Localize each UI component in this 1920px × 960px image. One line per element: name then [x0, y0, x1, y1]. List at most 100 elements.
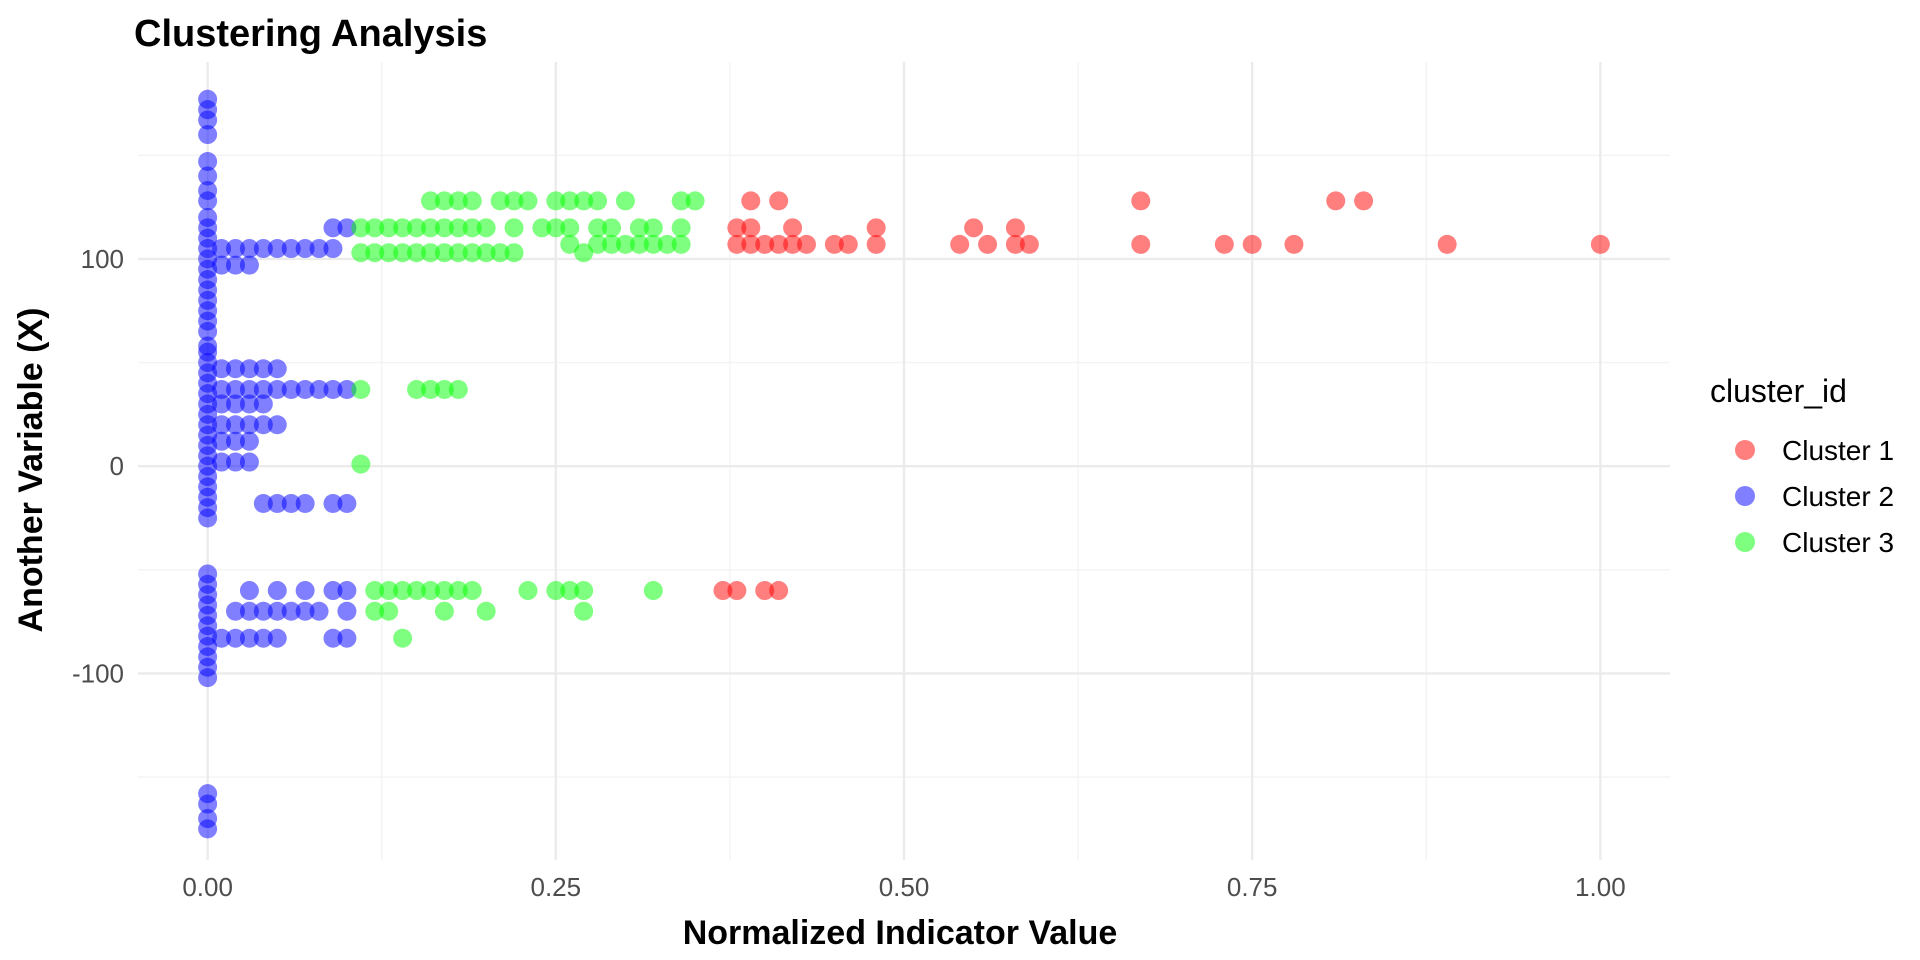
data-point — [198, 191, 218, 211]
data-point — [323, 493, 343, 513]
data-points — [198, 89, 1610, 839]
data-point — [239, 359, 259, 379]
data-point — [434, 243, 454, 263]
data-point — [769, 581, 789, 601]
data-point — [351, 454, 371, 474]
data-point — [546, 581, 566, 601]
data-point — [212, 628, 232, 648]
data-point — [212, 359, 232, 379]
data-point — [239, 394, 259, 414]
data-point — [198, 110, 218, 130]
x-tick-label: 1.00 — [1575, 872, 1626, 902]
data-point — [393, 218, 413, 238]
data-point — [225, 628, 245, 648]
data-point — [504, 243, 524, 263]
data-point — [309, 601, 329, 621]
data-point — [281, 379, 301, 399]
x-tick-label: 0.75 — [1227, 872, 1278, 902]
data-point — [239, 415, 259, 435]
data-point — [866, 234, 886, 254]
legend-key — [1735, 532, 1755, 552]
data-point — [741, 234, 761, 254]
data-point — [295, 239, 315, 259]
data-point — [504, 191, 524, 211]
data-point — [560, 218, 580, 238]
data-point — [323, 239, 343, 259]
data-point — [225, 601, 245, 621]
data-point — [239, 628, 259, 648]
axis-ticks: 0.00 0.25 0.50 0.75 1.00 -100 0 100 — [72, 244, 1626, 902]
data-point — [379, 218, 399, 238]
data-point — [407, 581, 427, 601]
data-point — [420, 218, 440, 238]
data-point — [225, 379, 245, 399]
data-point — [295, 493, 315, 513]
data-point — [225, 415, 245, 435]
data-point — [337, 628, 357, 648]
data-point — [1284, 234, 1304, 254]
data-point — [1131, 234, 1151, 254]
data-point — [448, 243, 468, 263]
series-cluster-1 — [713, 191, 1610, 601]
data-point — [407, 379, 427, 399]
data-point — [295, 581, 315, 601]
data-point — [267, 415, 287, 435]
data-point — [685, 191, 705, 211]
data-point — [546, 218, 566, 238]
data-point — [212, 255, 232, 275]
data-point — [198, 321, 218, 341]
data-point — [560, 191, 580, 211]
data-point — [671, 234, 691, 254]
data-point — [964, 218, 984, 238]
data-point — [337, 493, 357, 513]
data-point — [1005, 218, 1025, 238]
data-point — [727, 581, 747, 601]
x-axis-title: Normalized Indicator Value — [683, 914, 1118, 952]
data-point — [267, 359, 287, 379]
data-point — [420, 191, 440, 211]
data-point — [769, 234, 789, 254]
data-point — [490, 191, 510, 211]
data-point — [365, 218, 385, 238]
data-point — [198, 668, 218, 688]
data-point — [643, 581, 663, 601]
data-point — [253, 415, 273, 435]
data-point — [602, 234, 622, 254]
data-point — [448, 379, 468, 399]
data-point — [379, 243, 399, 263]
data-point — [407, 243, 427, 263]
data-point — [1242, 234, 1262, 254]
data-point — [476, 243, 496, 263]
data-point — [351, 379, 371, 399]
data-point — [727, 234, 747, 254]
data-point — [462, 218, 482, 238]
data-point — [588, 218, 608, 238]
data-point — [671, 191, 691, 211]
data-point — [769, 191, 789, 211]
data-point — [393, 243, 413, 263]
data-point — [420, 379, 440, 399]
data-point — [212, 415, 232, 435]
data-point — [434, 191, 454, 211]
data-point — [866, 218, 886, 238]
data-point — [239, 601, 259, 621]
data-point — [978, 234, 998, 254]
data-point — [267, 581, 287, 601]
data-point — [574, 581, 594, 601]
data-point — [588, 234, 608, 254]
data-point — [239, 581, 259, 601]
data-point — [448, 218, 468, 238]
data-point — [824, 234, 844, 254]
legend-key — [1735, 486, 1755, 506]
data-point — [643, 218, 663, 238]
data-point — [267, 628, 287, 648]
data-point — [198, 166, 218, 186]
data-point — [657, 234, 677, 254]
data-point — [574, 243, 594, 263]
data-point — [281, 493, 301, 513]
legend-items: Cluster 1 Cluster 2 Cluster 3 — [1735, 435, 1894, 558]
x-tick-label: 0.00 — [182, 872, 233, 902]
data-point — [434, 218, 454, 238]
data-point — [281, 239, 301, 259]
